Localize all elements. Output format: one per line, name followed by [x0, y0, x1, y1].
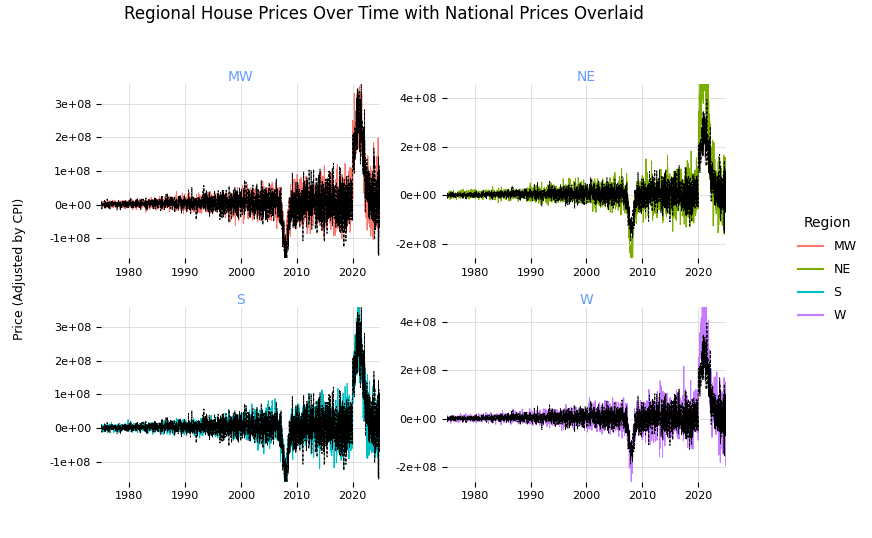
Text: W: W: [580, 293, 593, 307]
Text: Price (Adjusted by CPI): Price (Adjusted by CPI): [13, 198, 26, 340]
Text: NE: NE: [577, 69, 596, 83]
Text: S: S: [236, 293, 245, 307]
Text: Regional House Prices Over Time with National Prices Overlaid: Regional House Prices Over Time with Nat…: [124, 5, 644, 23]
Text: MW: MW: [228, 69, 254, 83]
Legend: MW, NE, S, W: MW, NE, S, W: [794, 211, 862, 327]
